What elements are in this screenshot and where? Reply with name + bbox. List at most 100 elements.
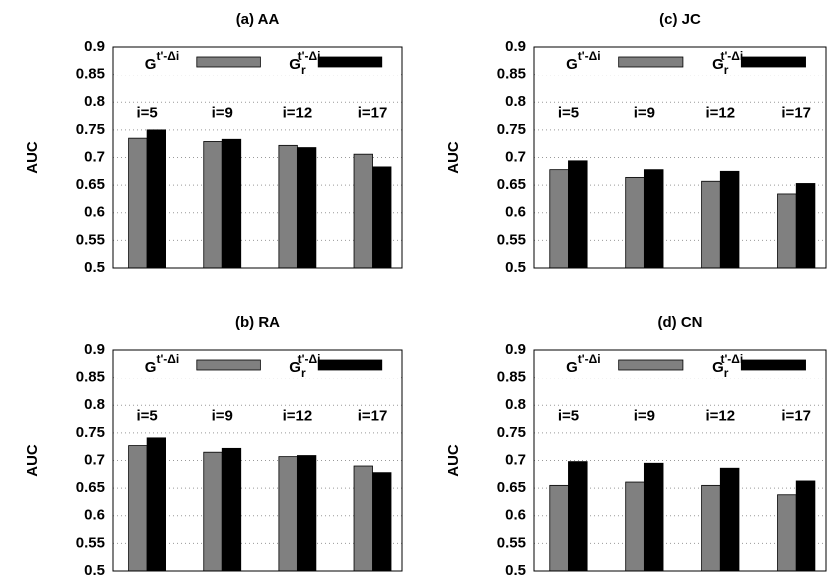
legend-name: G: [566, 359, 578, 376]
category-label: i=5: [558, 407, 579, 424]
y-tick-label: 0.5: [84, 259, 105, 276]
bar: [568, 462, 587, 571]
category-label: i=17: [781, 104, 811, 121]
bar: [702, 181, 721, 268]
legend-subscript: r: [301, 366, 306, 380]
y-tick-label: 0.9: [505, 38, 526, 55]
bar: [644, 463, 663, 571]
y-tick-label: 0.85: [76, 66, 105, 83]
legend-subscript: r: [301, 63, 306, 77]
legend-superscript: t'-Δi: [156, 352, 179, 366]
legend-superscript: t'-Δi: [156, 49, 179, 63]
y-tick-label: 0.9: [84, 341, 105, 358]
category-label: i=12: [705, 407, 735, 424]
category-label: i=5: [136, 407, 157, 424]
bar: [222, 448, 240, 571]
legend-swatch: [197, 360, 261, 370]
chart-title: (c) JC: [659, 11, 701, 28]
category-label: i=9: [212, 104, 233, 121]
bar: [720, 171, 739, 268]
bar: [568, 161, 587, 268]
bar: [720, 468, 739, 571]
legend-swatch: [619, 57, 683, 67]
y-tick-label: 0.55: [76, 534, 105, 551]
y-tick-label: 0.7: [84, 148, 105, 165]
bar: [626, 482, 645, 571]
y-tick-label: 0.8: [84, 396, 105, 413]
y-tick-label: 0.65: [76, 479, 105, 496]
bar: [778, 194, 797, 268]
bar: [778, 495, 797, 571]
legend-superscript: t'-Δi: [298, 49, 321, 63]
category-label: i=5: [136, 104, 157, 121]
legend-superscript: t'-Δi: [578, 352, 601, 366]
category-label: i=12: [283, 407, 313, 424]
y-tick-label: 0.85: [497, 369, 526, 386]
legend-swatch: [741, 360, 805, 370]
y-tick-label: 0.7: [505, 148, 526, 165]
bar: [129, 446, 147, 571]
y-tick-label: 0.75: [497, 121, 526, 138]
y-tick-label: 0.6: [84, 204, 105, 221]
bar: [373, 167, 391, 268]
category-label: i=12: [283, 104, 313, 121]
legend-swatch: [741, 57, 805, 67]
bar: [279, 145, 297, 268]
bar: [550, 485, 569, 571]
legend-subscript: r: [724, 63, 729, 77]
legend-swatch: [619, 360, 683, 370]
category-label: i=9: [212, 407, 233, 424]
y-tick-label: 0.65: [497, 176, 526, 193]
legend-superscript: t'-Δi: [720, 352, 743, 366]
bar: [204, 452, 222, 571]
y-axis-label: AUC: [445, 444, 462, 477]
category-label: i=9: [634, 104, 655, 121]
legend-swatch: [318, 360, 382, 370]
y-tick-label: 0.55: [497, 231, 526, 248]
category-label: i=12: [705, 104, 735, 121]
bar: [796, 183, 815, 268]
y-tick-label: 0.75: [76, 121, 105, 138]
y-tick-label: 0.9: [84, 38, 105, 55]
bar: [279, 457, 297, 571]
bar: [644, 170, 663, 268]
chart-title: (a) AA: [236, 11, 280, 28]
legend-swatch: [318, 57, 382, 67]
category-label: i=17: [358, 407, 388, 424]
category-label: i=5: [558, 104, 579, 121]
bar: [297, 148, 315, 268]
legend-name: G: [566, 56, 578, 73]
category-label: i=9: [634, 407, 655, 424]
bar: [129, 138, 147, 268]
category-label: i=17: [358, 104, 388, 121]
category-label: i=17: [781, 407, 811, 424]
bar: [147, 130, 165, 268]
legend-subscript: r: [724, 366, 729, 380]
y-tick-label: 0.55: [76, 231, 105, 248]
y-axis-label: AUC: [24, 444, 41, 477]
bar: [702, 485, 721, 571]
y-tick-label: 0.65: [497, 479, 526, 496]
y-tick-label: 0.85: [76, 369, 105, 386]
legend-name: G: [145, 359, 157, 376]
legend-swatch: [197, 57, 261, 67]
bar: [626, 177, 645, 268]
y-tick-label: 0.8: [505, 93, 526, 110]
y-tick-label: 0.5: [84, 562, 105, 579]
figure: (a) AA AUC 0.5 0.55 0.6 0.65 0.7 0.75 0.8 0.85 0.9…: [0, 0, 827, 581]
bar: [204, 141, 222, 268]
chart-title: (b) RA: [235, 314, 280, 331]
y-tick-label: 0.8: [84, 93, 105, 110]
y-tick-label: 0.85: [497, 66, 526, 83]
y-tick-label: 0.55: [497, 534, 526, 551]
bar: [373, 473, 391, 571]
y-tick-label: 0.75: [76, 424, 105, 441]
bar: [796, 481, 815, 571]
legend-superscript: t'-Δi: [298, 352, 321, 366]
bar: [354, 154, 372, 268]
y-tick-label: 0.8: [505, 396, 526, 413]
bar: [222, 139, 240, 268]
legend-name: G: [145, 56, 157, 73]
y-tick-label: 0.5: [505, 562, 526, 579]
y-tick-label: 0.7: [505, 451, 526, 468]
